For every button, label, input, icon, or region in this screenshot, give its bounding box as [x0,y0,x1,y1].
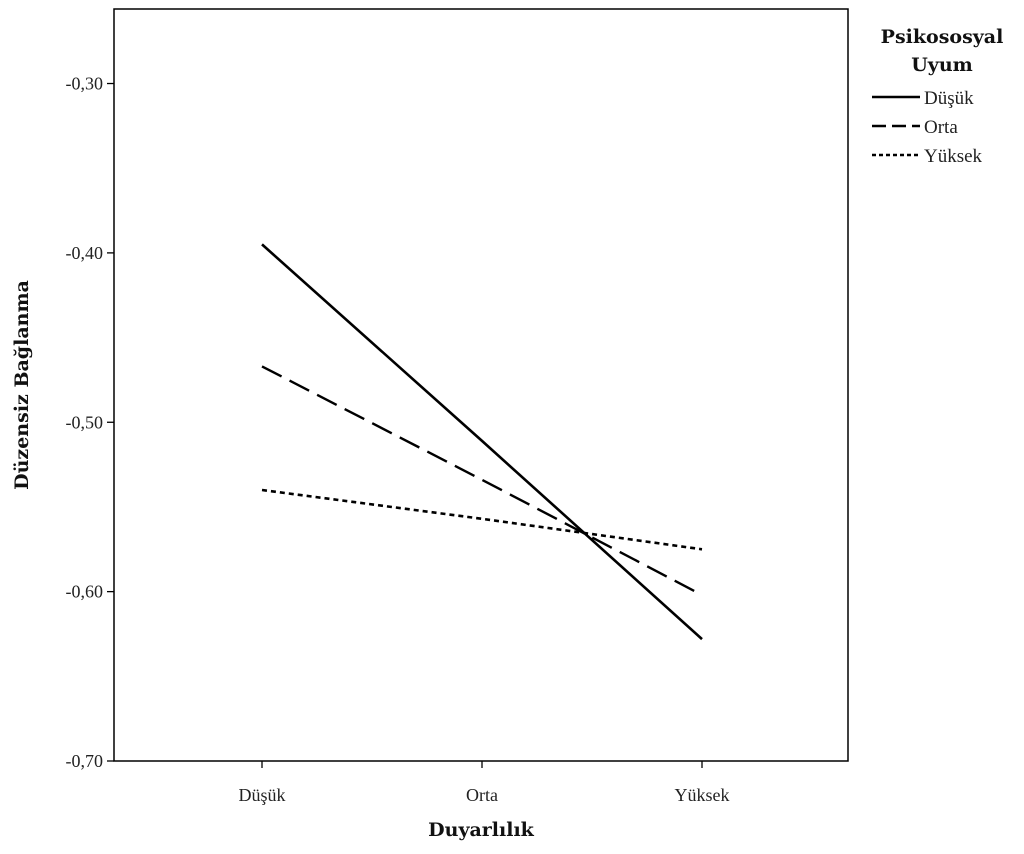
plot-frame [113,8,849,762]
x-tick-label: Yüksek [675,785,730,805]
x-tick-label: Orta [466,785,498,805]
y-tick-label: -0,60 [66,582,104,602]
series-lines [261,243,703,641]
legend: Psikososyal Uyum Düşük Orta Yüksek [872,26,1003,167]
legend-label: Düşük [924,88,974,109]
legend-label: Yüksek [924,146,983,167]
y-axis: -0,30 -0,40 -0,50 -0,60 -0,70 [66,74,114,771]
legend-title-line-2: Uyum [911,54,973,76]
x-axis: Düşük Orta Yüksek [238,761,730,805]
y-tick-label: -0,30 [66,74,104,94]
y-tick-label: -0,50 [66,412,104,432]
legend-label: Orta [924,117,958,138]
x-tick-label: Düşük [238,785,285,805]
y-tick-label: -0,70 [66,751,104,771]
legend-items: Düşük Orta Yüksek [872,88,983,167]
series-line-dashed [261,365,703,597]
series-line-dotted [261,488,703,551]
x-axis-title: Duyarlılık [428,819,535,841]
y-axis-title: Düzensiz Bağlanma [11,280,33,490]
legend-title-line-1: Psikososyal [881,26,1004,48]
series-line-solid [261,243,703,641]
y-tick-label: -0,40 [66,243,104,263]
